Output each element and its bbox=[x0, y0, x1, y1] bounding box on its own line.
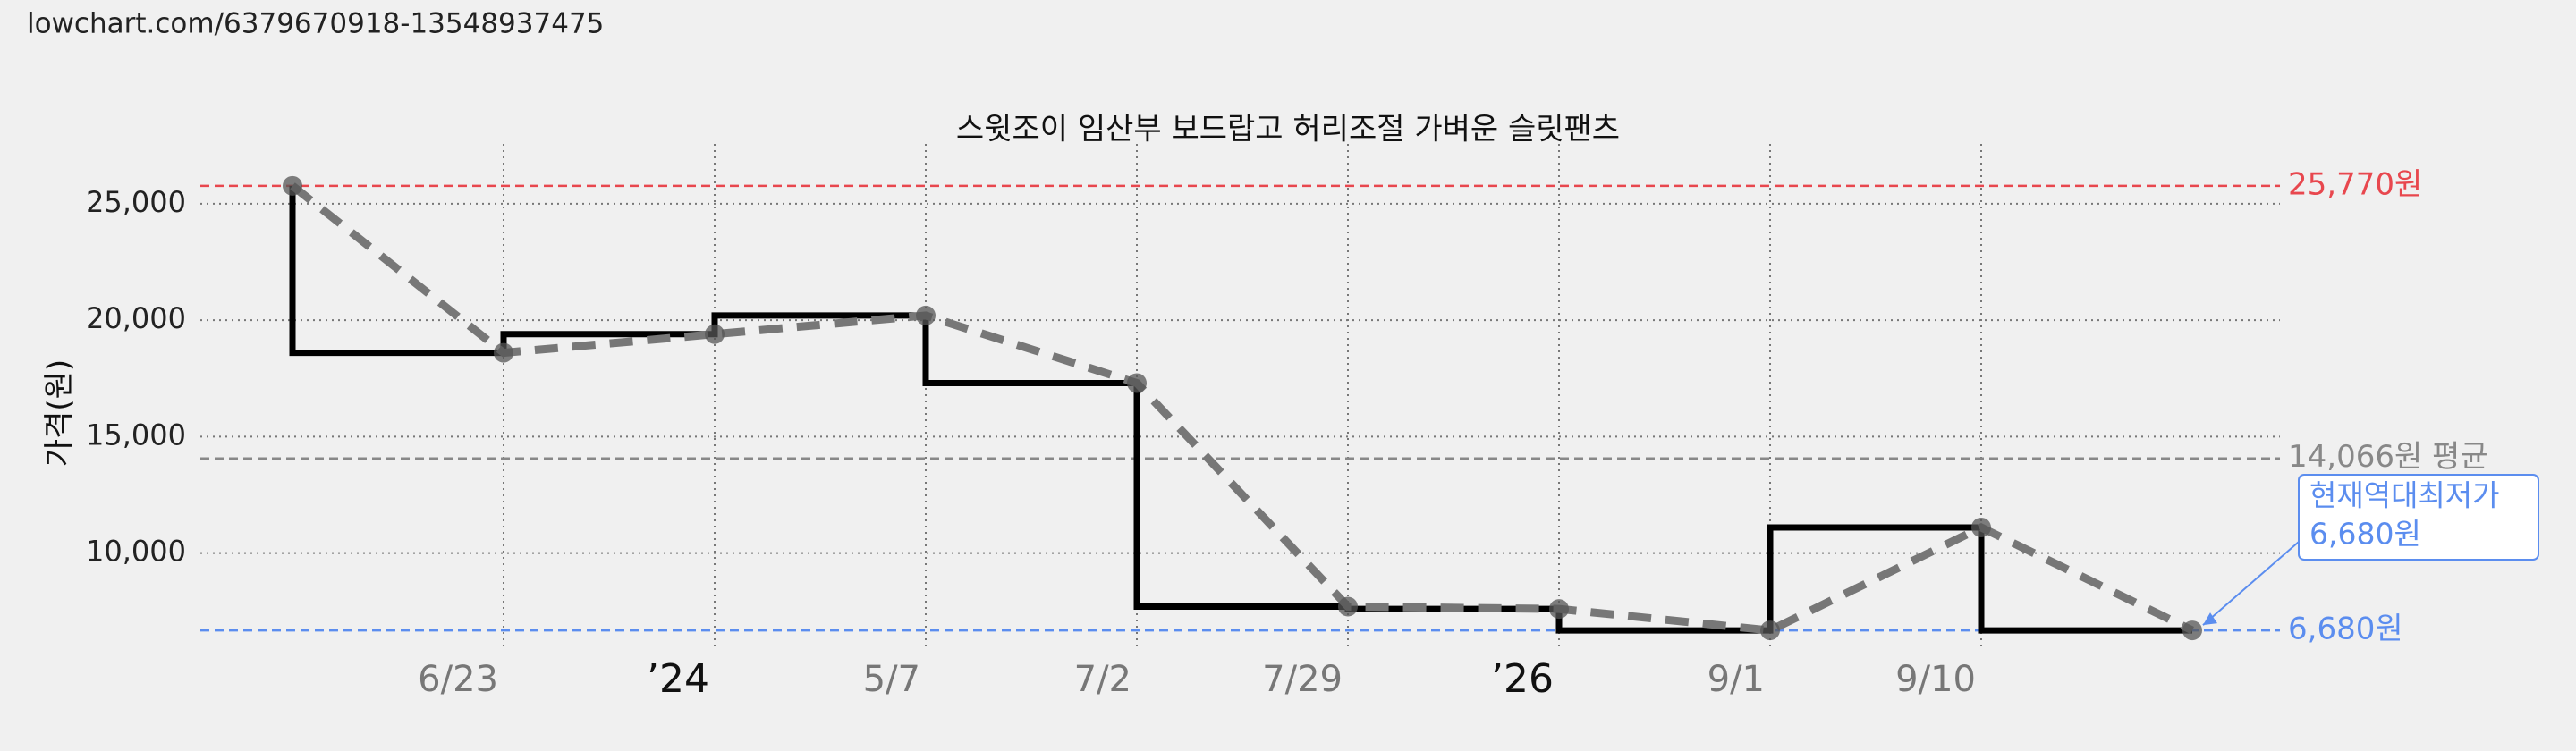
point bbox=[283, 175, 302, 196]
annotation-arrowhead bbox=[2203, 612, 2217, 626]
reference-label: 14,066원 평균 bbox=[2288, 439, 2488, 475]
reference-label: 25,770원 bbox=[2288, 166, 2422, 202]
annotation-arrow bbox=[2202, 541, 2300, 626]
x-tick-label: 7/2 bbox=[1074, 659, 1131, 700]
x-tick-label: 7/29 bbox=[1262, 659, 1343, 700]
y-tick-label: 15,000 bbox=[86, 418, 186, 451]
point bbox=[1549, 599, 1569, 620]
point bbox=[1971, 517, 1991, 537]
point bbox=[1127, 373, 1147, 393]
x-tick-label: 6/23 bbox=[418, 659, 498, 700]
point bbox=[705, 324, 724, 344]
chart-title: 스윗조이 임산부 보드랍고 허리조절 가벼운 슬릿팬츠 bbox=[956, 112, 1620, 148]
annotation-box bbox=[2298, 474, 2539, 561]
point bbox=[494, 342, 513, 363]
reference-label: 6,680원 bbox=[2288, 612, 2403, 647]
x-tick-label: ’24 bbox=[647, 656, 709, 702]
point bbox=[916, 305, 936, 325]
page-url: lowchart.com/6379670918-13548937475 bbox=[27, 8, 604, 40]
annotation-text: 현재역대최저가 bbox=[2309, 478, 2500, 513]
x-tick-label: 9/1 bbox=[1707, 659, 1765, 700]
y-tick-label: 10,000 bbox=[86, 535, 186, 569]
x-tick-label: ’26 bbox=[1491, 656, 1554, 702]
point bbox=[2182, 620, 2202, 641]
x-tick-label: 9/10 bbox=[1895, 659, 1976, 700]
x-tick-label: 5/7 bbox=[863, 659, 920, 700]
y-tick-label: 20,000 bbox=[86, 301, 186, 335]
point bbox=[1338, 596, 1358, 617]
trend-line bbox=[290, 182, 2194, 635]
annotation-text: 6,680원 bbox=[2309, 517, 2421, 552]
point bbox=[1760, 620, 1780, 641]
step-line bbox=[289, 185, 2192, 634]
y-tick-label: 25,000 bbox=[86, 185, 186, 219]
y-axis-label: 가격(원) bbox=[42, 359, 78, 467]
